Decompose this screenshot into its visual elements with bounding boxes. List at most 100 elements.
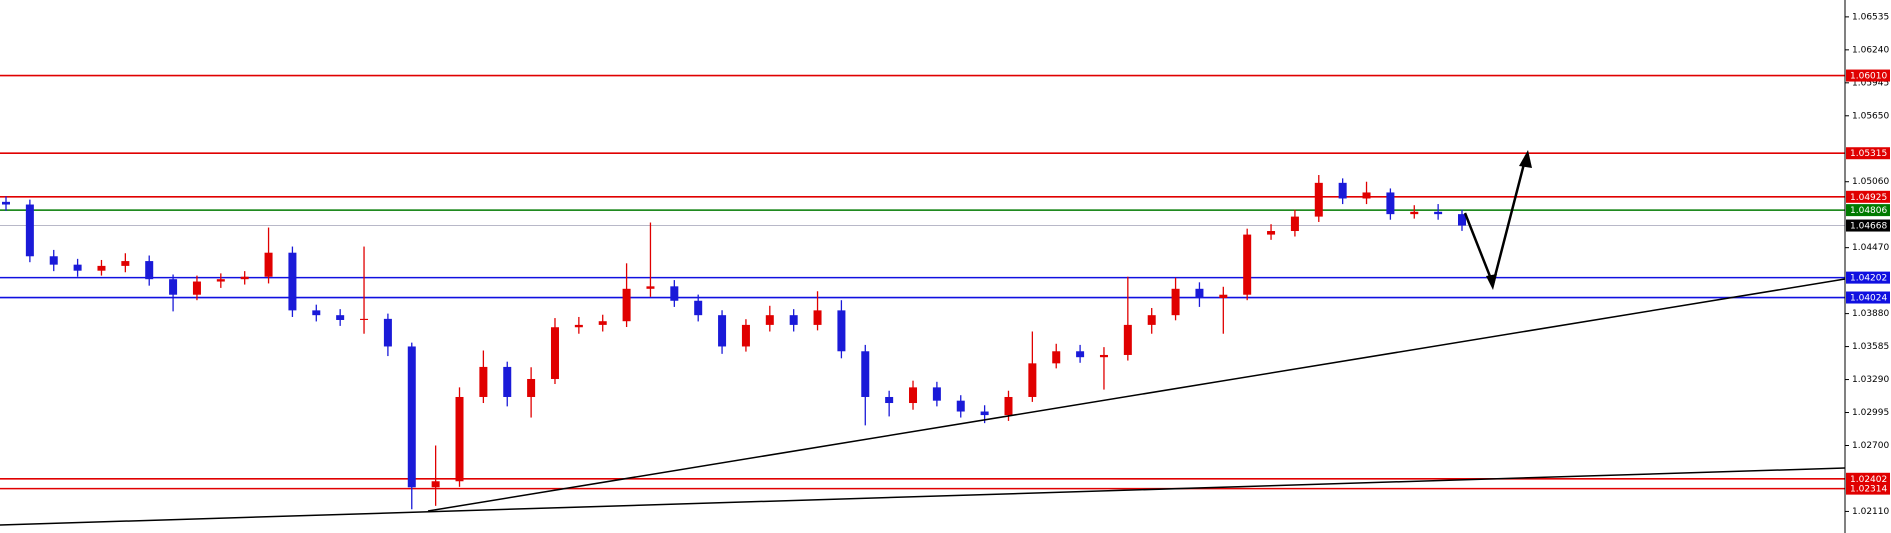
y-tick-label: 1.03585 [1852,342,1889,352]
price-label: 1.06010 [1850,72,1887,82]
candle-body [718,315,727,347]
price-label-box [1846,190,1890,203]
candle-body [1267,231,1276,235]
price-label-box [1846,482,1890,495]
candle-body [1099,354,1108,358]
candle-body [383,318,392,347]
y-tick-label: 1.02700 [1852,441,1889,451]
candle-body [1458,214,1466,226]
candle-body [240,276,249,280]
y-tick-label: 1.05945 [1852,78,1889,88]
y-tick-label: 1.05060 [1852,177,1889,187]
candle-body [2,201,10,205]
candle-body [312,310,321,316]
candle-body [25,204,34,257]
candle-body [1052,351,1061,364]
candle-body [192,281,201,295]
candle-body [765,315,774,325]
candle-body [264,252,273,277]
candle-body [1219,294,1228,298]
price-label: 1.04668 [1850,222,1887,232]
candle-body [73,264,82,271]
price-axis: 1.06535 1.06240 1.05945 1.05650 1.05060 1.044… [1845,12,1890,517]
candle-body [813,310,822,325]
candle-body [145,261,154,280]
candle-body [550,327,559,379]
arrow-head [1519,150,1532,168]
candle-body [1290,216,1299,232]
candle-body [1314,182,1323,217]
candle-body [527,378,536,397]
candle-body [288,252,297,311]
candle-body [1171,288,1180,316]
candle-body [169,279,178,295]
candle-body [789,315,798,325]
price-label-box [1846,147,1890,160]
trend-line [0,467,1846,526]
candle-body [121,261,130,266]
candle-body [980,411,989,416]
candle-body [1123,324,1132,355]
candle-body [1338,182,1347,199]
candle-body [1195,288,1204,298]
y-tick-label: 1.02110 [1852,507,1889,517]
candle-body [837,310,846,352]
candle-body [694,300,703,316]
candle-body [1362,192,1371,199]
candle-body [49,256,58,265]
candle-body [670,286,679,301]
price-label: 1.04806 [1850,206,1887,216]
price-label: 1.02314 [1850,485,1887,495]
candle-body [646,286,655,289]
levels [0,74,1845,490]
candle-body [1076,351,1085,358]
y-tick-label: 1.06240 [1852,45,1889,55]
price-label-box [1846,472,1890,485]
candle-body [1243,234,1252,295]
price-label: 1.05315 [1850,149,1887,159]
candle-body [1004,396,1013,416]
y-tick-label: 1.04470 [1852,243,1889,253]
price-label-box [1846,219,1890,232]
candle-body [479,366,488,397]
price-label: 1.04925 [1850,193,1887,203]
candle-body [574,324,583,328]
y-tick-label: 1.03880 [1852,309,1889,319]
candle-body [741,324,750,347]
candle-body [216,279,225,282]
trend-line [427,278,1846,512]
y-tick-label: 1.06535 [1852,12,1889,22]
candle-body [932,387,941,401]
y-tick-label: 1.03290 [1852,375,1889,385]
candle-body [407,346,416,488]
price-label: 1.04202 [1850,274,1887,284]
candle-body [598,321,607,325]
candle-body [455,396,464,482]
y-tick-label: 1.05650 [1852,111,1889,121]
candles [2,175,1466,510]
candle-body [909,387,918,404]
price-label: 1.04024 [1850,294,1887,304]
y-tick-label: 1.02995 [1852,408,1889,418]
candle-body [1028,363,1037,397]
candle-body [431,481,440,488]
candle-body [956,400,965,412]
candle-body [360,318,369,320]
candle-body [622,288,631,322]
price-label-box [1846,69,1890,82]
arrow-head [1486,274,1497,290]
candle-body [1386,192,1395,215]
drawings [0,150,1846,526]
candle-body [1434,211,1443,215]
price-label: 1.02402 [1850,475,1887,485]
candle-body [1147,315,1156,325]
price-label-box [1846,271,1890,284]
candle-body [885,396,894,404]
candle-body [861,351,870,397]
candle-body [503,366,512,397]
candle-body [1410,211,1419,215]
price-label-box [1846,291,1890,304]
